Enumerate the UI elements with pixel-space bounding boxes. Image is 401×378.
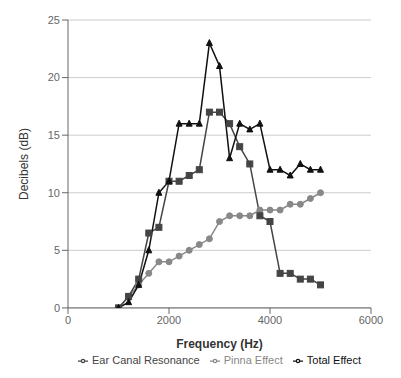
svg-text:Decibels (dB): Decibels (dB) (17, 128, 31, 200)
svg-text:25: 25 (48, 14, 60, 26)
svg-text:20: 20 (48, 71, 60, 83)
html-text:Pinna Effect: Pinna Effect (223, 353, 283, 366)
html-text:Total Effect: Total Effect (306, 353, 361, 366)
svg-text:Frequency (Hz): Frequency (Hz) (176, 337, 263, 351)
svg-text:10: 10 (48, 187, 60, 199)
svg-text:5: 5 (54, 244, 60, 256)
html-text:Ear Canal Resonance: Ear Canal Resonance (92, 353, 200, 366)
svg-text:0: 0 (54, 302, 60, 314)
svg-text:6000: 6000 (359, 314, 383, 326)
svg-text:4000: 4000 (258, 314, 282, 326)
svg-text:0: 0 (65, 314, 71, 326)
svg-text:15: 15 (48, 129, 60, 141)
svg-text:2000: 2000 (157, 314, 181, 326)
